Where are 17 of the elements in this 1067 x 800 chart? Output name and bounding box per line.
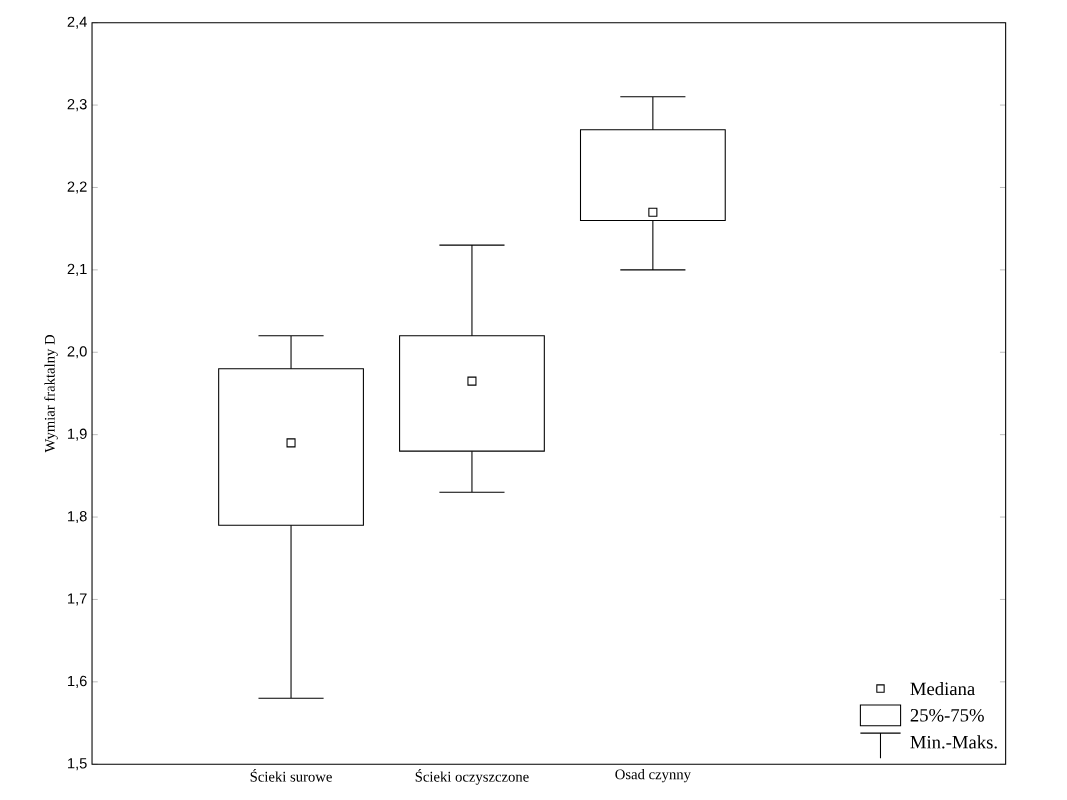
y-tick-label: 1,6 — [68, 675, 87, 688]
y-tick-label: 2,4 — [67, 16, 87, 29]
text: 25%-75% — [910, 708, 984, 722]
text: Mediana — [910, 681, 975, 696]
y-tick-label: 1,8 — [68, 510, 87, 523]
x-tick-label: Osad czynny — [615, 768, 691, 783]
y-tick-label: 2,0 — [67, 346, 87, 359]
y-tick-label: 1,5 — [68, 758, 87, 771]
x-tick-label: Ścieki surowe — [250, 768, 332, 782]
y-tick-label: 1,9 — [68, 428, 87, 441]
x-tick-label: Ścieki oczyszczone — [415, 768, 529, 785]
text: Min.-Maks. — [910, 735, 997, 749]
y-tick-label: 2,2 — [67, 181, 87, 194]
y-tick-label: 2,1 — [67, 263, 87, 276]
y-axis-title: Wymiar fraktalny D — [44, 334, 58, 453]
y-tick-label: 2,3 — [67, 98, 87, 112]
y-tick-label: 1,7 — [68, 593, 87, 606]
